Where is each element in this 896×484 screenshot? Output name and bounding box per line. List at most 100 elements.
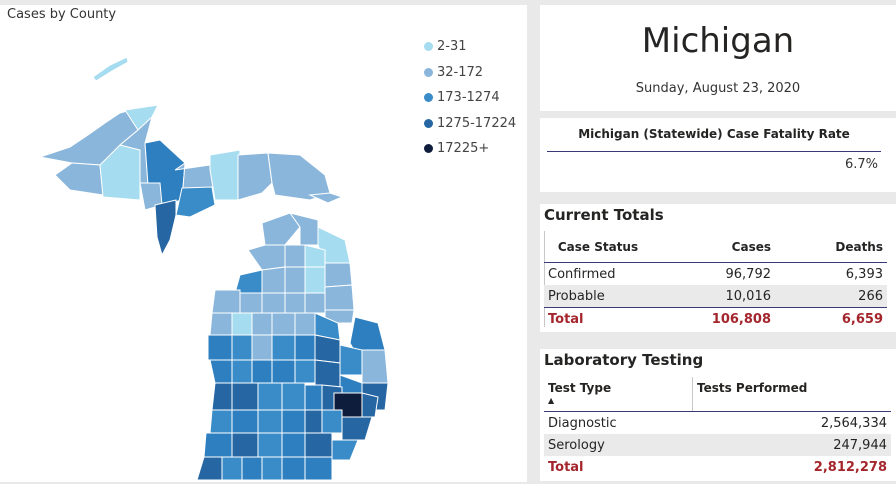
county-lp-kent[interactable]	[231, 382, 259, 411]
michigan-county-map[interactable]	[0, 5, 527, 482]
table-total-row[interactable]: Total 2,812,278	[544, 456, 891, 478]
county-lp-livingston[interactable]	[321, 409, 343, 434]
column-header-test-type[interactable]: Test Type ▲	[544, 377, 693, 412]
laboratory-testing-title: Laboratory Testing	[544, 351, 704, 369]
county-lp-saginaw[interactable]	[314, 359, 341, 388]
county-lp-gladwin[interactable]	[294, 312, 316, 336]
county-lp-clare[interactable]	[271, 312, 296, 336]
county-lp-barry[interactable]	[257, 409, 283, 434]
county-lp-wexford[interactable]	[231, 312, 253, 336]
county-lp-tuscola[interactable]	[339, 344, 363, 376]
legend-dot-icon	[424, 118, 433, 128]
county-lp-st-joseph[interactable]	[241, 456, 263, 481]
county-lp-cass[interactable]	[221, 456, 243, 481]
column-header-cases[interactable]: Cases	[652, 231, 775, 263]
map-panel: Cases by County 2-31 32-172 173-1274 127…	[0, 5, 527, 482]
county-lp-clinton[interactable]	[281, 382, 306, 411]
column-header-tests-performed[interactable]: Tests Performed	[692, 377, 891, 412]
table-row[interactable]: Probable 10,016 266	[544, 285, 887, 308]
county-lp-ogemaw[interactable]	[304, 292, 326, 314]
county-lp-montcalm[interactable]	[271, 359, 296, 384]
county-lp-lake[interactable]	[231, 334, 253, 361]
column-header-case-status[interactable]: Case Status	[544, 231, 652, 263]
county-lp-berrien[interactable]	[196, 456, 223, 481]
legend-item[interactable]: 173-1274	[424, 85, 516, 111]
legend-label: 173-1274	[437, 90, 500, 106]
cell-test-type: Total	[548, 459, 584, 475]
county-lp-mecosta[interactable]	[251, 359, 273, 384]
county-lp-muskegon[interactable]	[211, 382, 233, 411]
sort-ascending-icon[interactable]: ▲	[548, 396, 555, 405]
map-title: Cases by County	[7, 7, 117, 22]
county-lp-missaukee[interactable]	[251, 312, 273, 336]
county-lp-branch[interactable]	[261, 456, 283, 481]
county-up-menominee[interactable]	[154, 199, 177, 257]
current-totals-card: Current Totals Case Status Cases Deaths …	[540, 204, 896, 332]
county-lp-ottawa[interactable]	[209, 409, 233, 434]
county-up-drummond[interactable]	[308, 192, 344, 204]
county-lp-roscommon[interactable]	[284, 292, 306, 314]
county-lp-charlevoix[interactable]	[247, 244, 286, 271]
county-up-gogebic[interactable]	[54, 162, 104, 196]
fatality-rate-title: Michigan (Statewide) Case Fatality Rate	[578, 127, 850, 141]
column-header-deaths[interactable]: Deaths	[775, 231, 887, 263]
county-lp-alpena[interactable]	[324, 262, 353, 288]
county-lp-eaton[interactable]	[281, 409, 306, 434]
county-lp-hillsdale[interactable]	[281, 456, 306, 481]
county-lp-manistee[interactable]	[209, 312, 233, 336]
county-lp-cheboygan[interactable]	[288, 212, 319, 246]
county-lp-osceola[interactable]	[251, 334, 273, 361]
county-lp-newaygo[interactable]	[231, 359, 253, 384]
county-lp-wayne[interactable]	[341, 416, 373, 441]
table-row[interactable]: Diagnostic 2,564,334	[544, 412, 891, 435]
county-lp-calhoun[interactable]	[257, 432, 283, 458]
legend-item[interactable]: 1275-17224	[424, 111, 516, 137]
county-lp-jackson[interactable]	[281, 432, 306, 458]
county-lp-kalamazoo[interactable]	[231, 432, 259, 458]
county-lp-bay[interactable]	[314, 334, 341, 364]
cell-status: Total	[544, 307, 652, 330]
county-lp-kalkaska[interactable]	[261, 292, 286, 314]
table-row[interactable]: Serology 247,944	[544, 434, 891, 456]
legend-item[interactable]: 32-172	[424, 60, 516, 86]
county-lp-benzie[interactable]	[211, 289, 241, 314]
laboratory-testing-table: Test Type ▲ Tests Performed Diagnostic 2…	[544, 377, 891, 478]
county-lp-gratiot[interactable]	[294, 359, 316, 384]
county-lp-lenawee[interactable]	[304, 456, 333, 481]
county-lp-macomb[interactable]	[361, 392, 379, 418]
county-lp-washtenaw[interactable]	[304, 432, 333, 458]
legend-label: 2-31	[437, 39, 467, 55]
county-lp-antrim[interactable]	[261, 266, 286, 294]
county-lp-allegan[interactable]	[231, 409, 259, 434]
county-lp-crawford[interactable]	[284, 266, 306, 294]
table-left-border	[544, 231, 545, 327]
map-legend: 2-31 32-172 173-1274 1275-17224 17225+	[424, 34, 516, 162]
county-lp-sanilac[interactable]	[361, 349, 389, 384]
county-lp-oceana[interactable]	[209, 359, 233, 384]
county-lp-monroe[interactable]	[331, 439, 359, 461]
legend-item[interactable]: 2-31	[424, 34, 516, 60]
county-lp-ingham[interactable]	[304, 409, 323, 434]
county-up-schoolcraft[interactable]	[209, 149, 241, 201]
county-lp-van-buren[interactable]	[203, 432, 233, 458]
table-row[interactable]: Confirmed 96,792 6,393	[544, 263, 887, 286]
county-up-mackinac[interactable]	[237, 152, 273, 201]
cell-cases: 106,808	[652, 307, 775, 330]
county-lp-isabella[interactable]	[271, 334, 296, 361]
county-lp-grand-traverse[interactable]	[239, 292, 263, 314]
county-lp-otsego[interactable]	[284, 244, 306, 268]
county-isle-royale[interactable]	[92, 56, 129, 82]
cell-tests-performed: 247,944	[692, 434, 891, 456]
county-lp-midland[interactable]	[294, 334, 316, 361]
county-lp-alcona[interactable]	[324, 284, 355, 311]
county-up-chippewa[interactable]	[267, 152, 331, 201]
county-lp-mason[interactable]	[207, 334, 233, 361]
legend-item[interactable]: 17225+	[424, 136, 516, 162]
table-header-row: Case Status Cases Deaths	[544, 231, 887, 263]
county-lp-emmet[interactable]	[261, 212, 301, 246]
table-total-row[interactable]: Total 106,808 6,659	[544, 307, 887, 330]
county-lp-oscoda[interactable]	[304, 266, 326, 294]
county-lp-ionia[interactable]	[257, 382, 283, 411]
county-up-luce[interactable]	[175, 186, 216, 218]
county-lp-shiawassee[interactable]	[304, 384, 323, 411]
